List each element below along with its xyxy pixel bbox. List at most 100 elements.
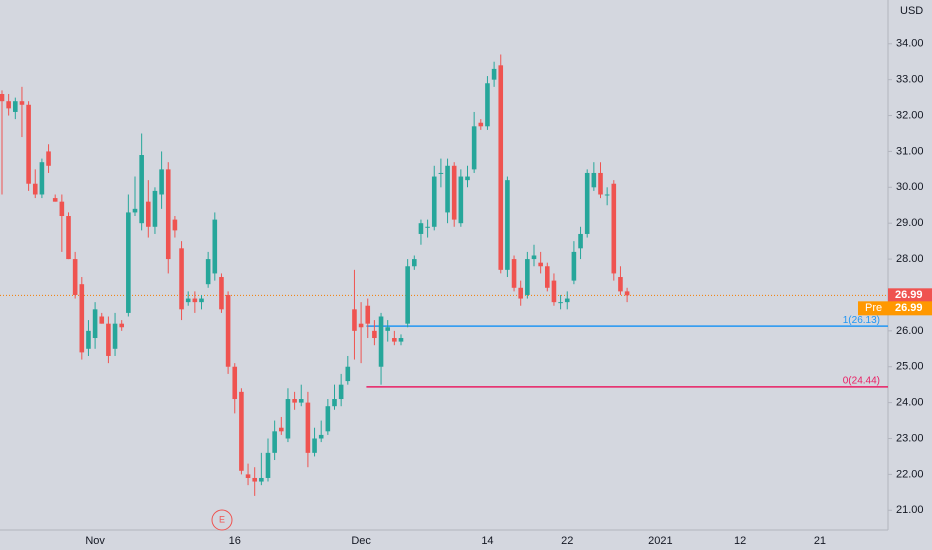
candle-body bbox=[511, 259, 517, 288]
earnings-marker bbox=[211, 509, 233, 531]
candle-body bbox=[451, 165, 457, 220]
candle-body bbox=[385, 327, 390, 331]
candle-body bbox=[165, 169, 171, 260]
candle-body bbox=[332, 399, 337, 407]
candle-body bbox=[245, 474, 251, 478]
y-tick-label: 28.00 bbox=[896, 253, 924, 265]
candle-body bbox=[92, 309, 98, 339]
y-tick-label: 25.00 bbox=[896, 361, 924, 373]
candle-body bbox=[398, 338, 404, 342]
candle-body bbox=[465, 176, 470, 181]
candle-body bbox=[378, 316, 384, 367]
premarket-box bbox=[858, 301, 932, 316]
candle-body bbox=[192, 298, 198, 303]
candle-body bbox=[598, 172, 603, 195]
candle-body bbox=[159, 169, 164, 195]
candle-body bbox=[485, 83, 490, 127]
candle-body bbox=[518, 287, 523, 299]
candle-body bbox=[352, 309, 357, 331]
premarket-tag: Pre bbox=[865, 302, 882, 314]
candle-body bbox=[152, 190, 158, 227]
candle-body bbox=[445, 165, 450, 213]
candle-body bbox=[13, 101, 18, 112]
candle-body bbox=[604, 194, 610, 196]
level-label: 0(24.44) bbox=[843, 375, 880, 386]
candle-body bbox=[39, 162, 45, 195]
x-tick-label: 21 bbox=[814, 535, 826, 547]
candle-body bbox=[99, 316, 105, 324]
candle-body bbox=[412, 259, 417, 267]
candle-body bbox=[578, 233, 583, 249]
candle-body bbox=[52, 198, 58, 202]
candle-body bbox=[358, 323, 364, 328]
candle-body bbox=[59, 201, 65, 217]
candle-body bbox=[345, 366, 351, 382]
candle-body bbox=[618, 277, 623, 292]
candle-body bbox=[205, 259, 211, 285]
candle-body bbox=[365, 305, 371, 324]
candle-body bbox=[239, 391, 244, 471]
premarket-price: 26.99 bbox=[895, 302, 923, 314]
candle-body bbox=[392, 338, 397, 342]
candle-body bbox=[584, 172, 590, 234]
candle-body bbox=[219, 277, 224, 310]
currency-label: USD bbox=[900, 5, 923, 17]
candle-body bbox=[199, 298, 204, 303]
earnings-marker-label: E bbox=[219, 514, 225, 524]
candle-body bbox=[6, 101, 11, 109]
candle-body bbox=[571, 251, 577, 281]
y-tick-label: 26.00 bbox=[896, 325, 924, 337]
candle-body bbox=[611, 183, 617, 274]
candle-body bbox=[265, 452, 271, 478]
candle-body bbox=[132, 208, 138, 213]
candle-body bbox=[179, 248, 184, 310]
y-tick-label: 29.00 bbox=[896, 217, 924, 229]
candle-body bbox=[471, 126, 477, 170]
candle-body bbox=[292, 399, 297, 403]
candle-body bbox=[338, 384, 344, 400]
candle-body bbox=[305, 402, 311, 453]
candle-body bbox=[79, 284, 85, 353]
candle-body bbox=[525, 259, 530, 295]
candle-body bbox=[438, 172, 444, 174]
candle-body bbox=[252, 477, 257, 482]
candle-body bbox=[72, 259, 78, 295]
candle-body bbox=[558, 302, 563, 304]
x-tick-label: 2021 bbox=[648, 535, 672, 547]
candle-body bbox=[146, 201, 151, 227]
candle-body bbox=[272, 431, 277, 453]
candle-body bbox=[425, 226, 430, 228]
y-tick-label: 22.00 bbox=[896, 468, 924, 480]
candle-body bbox=[325, 406, 331, 432]
candle-body bbox=[225, 294, 231, 367]
candle-body bbox=[119, 323, 124, 328]
candle-body bbox=[418, 223, 424, 234]
y-tick-label: 33.00 bbox=[896, 74, 924, 86]
candle-body bbox=[491, 68, 497, 80]
candle-body bbox=[232, 366, 238, 400]
candle-body bbox=[139, 155, 144, 224]
x-tick-label: 14 bbox=[481, 535, 493, 547]
level-label: 1(26.13) bbox=[843, 315, 880, 326]
last-price-box bbox=[888, 288, 932, 303]
candle-body bbox=[0, 94, 5, 102]
candle-body bbox=[112, 323, 118, 349]
x-tick-label: 22 bbox=[561, 535, 573, 547]
candle-body bbox=[86, 330, 91, 349]
candle-body bbox=[505, 180, 510, 270]
candle-body bbox=[312, 438, 317, 453]
x-tick-label: 12 bbox=[734, 535, 746, 547]
candle-body bbox=[172, 219, 178, 231]
candle-body bbox=[498, 65, 504, 270]
candle-body bbox=[431, 176, 437, 227]
candle-body bbox=[46, 151, 51, 166]
candle-body bbox=[478, 122, 484, 127]
candle-body bbox=[66, 216, 71, 260]
candle-body bbox=[106, 323, 111, 356]
candle-body bbox=[405, 266, 410, 324]
y-tick-label: 23.00 bbox=[896, 432, 924, 444]
y-tick-label: 24.00 bbox=[896, 397, 924, 409]
y-tick-label: 34.00 bbox=[896, 38, 924, 50]
